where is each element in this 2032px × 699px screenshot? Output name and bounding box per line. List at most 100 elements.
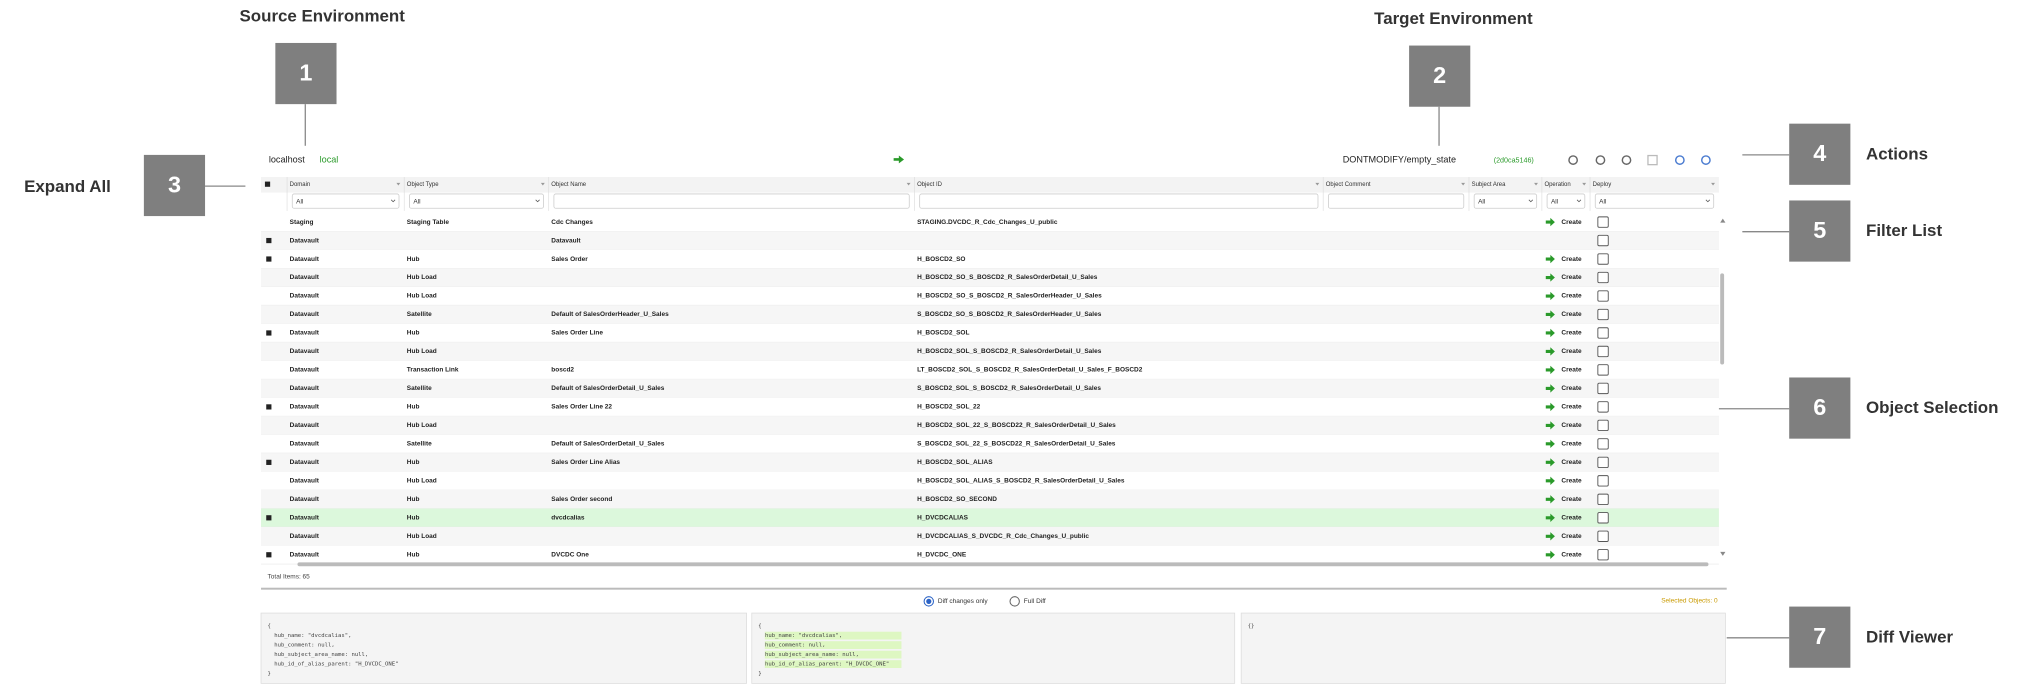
deploy-checkbox[interactable]	[1597, 216, 1609, 228]
operation: Create	[1561, 348, 1582, 355]
filter-select[interactable]	[1594, 193, 1715, 209]
cell: Datavault	[290, 348, 320, 355]
cell: Datavault	[290, 385, 320, 392]
diff-panel	[260, 612, 747, 684]
diff-line: hub_comment: null,	[758, 643, 825, 649]
deploy-checkbox[interactable]	[1597, 512, 1609, 524]
table-row[interactable]	[261, 508, 1719, 528]
radio[interactable]	[1009, 596, 1020, 607]
filter-select[interactable]	[1546, 193, 1586, 209]
diff-panel	[751, 612, 1236, 684]
operation: Create	[1561, 274, 1582, 281]
table-row[interactable]	[261, 286, 1719, 306]
table-row[interactable]	[261, 397, 1719, 417]
expand-toggle[interactable]	[266, 459, 272, 465]
deploy-checkbox[interactable]	[1597, 382, 1609, 395]
cell: Hub Load	[407, 422, 437, 429]
column-header: Object ID	[917, 182, 943, 188]
deploy-checkbox[interactable]	[1597, 475, 1609, 487]
filter-select[interactable]	[291, 193, 400, 209]
action-icon[interactable]	[1701, 155, 1711, 165]
cell: Datavault	[290, 515, 320, 522]
table-row[interactable]	[261, 527, 1719, 546]
select-chevron	[390, 199, 396, 203]
table-row[interactable]	[261, 212, 1719, 232]
filter-value: All	[413, 198, 421, 205]
table-row[interactable]	[261, 342, 1719, 361]
h-scrollbar-thumb	[297, 562, 1709, 567]
table-row[interactable]	[261, 323, 1719, 343]
deploy-checkbox[interactable]	[1597, 401, 1609, 413]
deploy-checkbox[interactable]	[1597, 419, 1609, 432]
cell: Hub Load	[407, 478, 437, 485]
expand-toggle[interactable]	[266, 404, 272, 410]
operation-arrow	[1545, 495, 1555, 504]
action-icon[interactable]	[1647, 154, 1658, 166]
deploy-checkbox[interactable]	[1597, 530, 1609, 542]
diff-highlight	[764, 631, 902, 640]
operation-arrow	[1545, 439, 1555, 449]
deploy-checkbox[interactable]	[1597, 493, 1609, 505]
cell: Datavault	[290, 533, 320, 540]
expand-toggle[interactable]	[266, 237, 272, 244]
table-row[interactable]	[261, 434, 1719, 454]
operation: Create	[1561, 515, 1582, 522]
filter-input[interactable]	[1328, 193, 1465, 209]
diff-line: }	[268, 671, 271, 677]
table-row[interactable]	[261, 453, 1719, 472]
deploy-checkbox[interactable]	[1597, 456, 1609, 469]
cell: H_BOSCD2_SO_SECOND	[917, 496, 997, 503]
table-row[interactable]	[261, 379, 1719, 398]
action-icon[interactable]	[1595, 155, 1606, 165]
deploy-checkbox[interactable]	[1597, 234, 1609, 247]
deploy-checkbox[interactable]	[1597, 549, 1609, 561]
sort-icon	[1534, 182, 1538, 186]
operation-arrow	[1545, 532, 1555, 541]
table-row[interactable]	[261, 471, 1719, 491]
table-row[interactable]	[261, 268, 1719, 287]
table-row[interactable]	[261, 231, 1719, 250]
callout-box	[1789, 123, 1851, 185]
table-row[interactable]	[261, 360, 1719, 380]
cell: Datavault	[290, 404, 320, 411]
action-icon[interactable]	[1674, 155, 1685, 165]
table-row[interactable]	[261, 545, 1719, 565]
selected-objects: Selected Objects: 0	[1661, 597, 1718, 604]
deploy-checkbox[interactable]	[1597, 438, 1609, 450]
expand-all[interactable]	[264, 181, 271, 187]
diff-highlight	[764, 660, 902, 669]
deploy-checkbox[interactable]	[1597, 253, 1609, 265]
action-icon[interactable]	[1568, 155, 1578, 165]
operation: Create	[1561, 533, 1582, 540]
deploy-checkbox[interactable]	[1597, 364, 1609, 376]
filter-input[interactable]	[553, 193, 910, 209]
deploy-checkbox[interactable]	[1597, 327, 1609, 339]
table-row[interactable]	[261, 490, 1719, 509]
diff-panel	[1240, 612, 1726, 684]
filter-input[interactable]	[919, 193, 1319, 209]
filter-value: All	[296, 198, 304, 205]
deploy-checkbox[interactable]	[1597, 290, 1609, 302]
diff-line: hub_id_of_alias_parent: "H_DVCDC_ONE"	[268, 662, 399, 668]
filter-select[interactable]	[409, 193, 544, 209]
target-branch: DONTMODIFY/empty_state	[1343, 155, 1456, 165]
expand-toggle[interactable]	[266, 330, 272, 336]
diff-line: }	[758, 671, 761, 677]
cell: Satellite	[407, 441, 432, 448]
deploy-checkbox[interactable]	[1597, 308, 1609, 321]
expand-toggle[interactable]	[266, 515, 272, 521]
expand-toggle[interactable]	[266, 256, 272, 262]
action-icon[interactable]	[1621, 155, 1632, 165]
deploy-checkbox[interactable]	[1597, 345, 1609, 358]
cell: S_BOSCD2_SOL_S_BOSCD2_R_SalesOrderDetail…	[917, 385, 1101, 392]
operation: Create	[1561, 551, 1582, 558]
diff-line: hub_subject_area_name: null,	[268, 652, 369, 658]
table-row[interactable]	[261, 249, 1719, 269]
table-row[interactable]	[261, 305, 1719, 324]
table-row[interactable]	[261, 416, 1719, 435]
operation-arrow	[1545, 328, 1555, 338]
deploy-checkbox[interactable]	[1597, 271, 1609, 284]
filter-select[interactable]	[1473, 193, 1538, 209]
expand-toggle[interactable]	[266, 552, 272, 558]
cell: Datavault	[290, 551, 320, 558]
